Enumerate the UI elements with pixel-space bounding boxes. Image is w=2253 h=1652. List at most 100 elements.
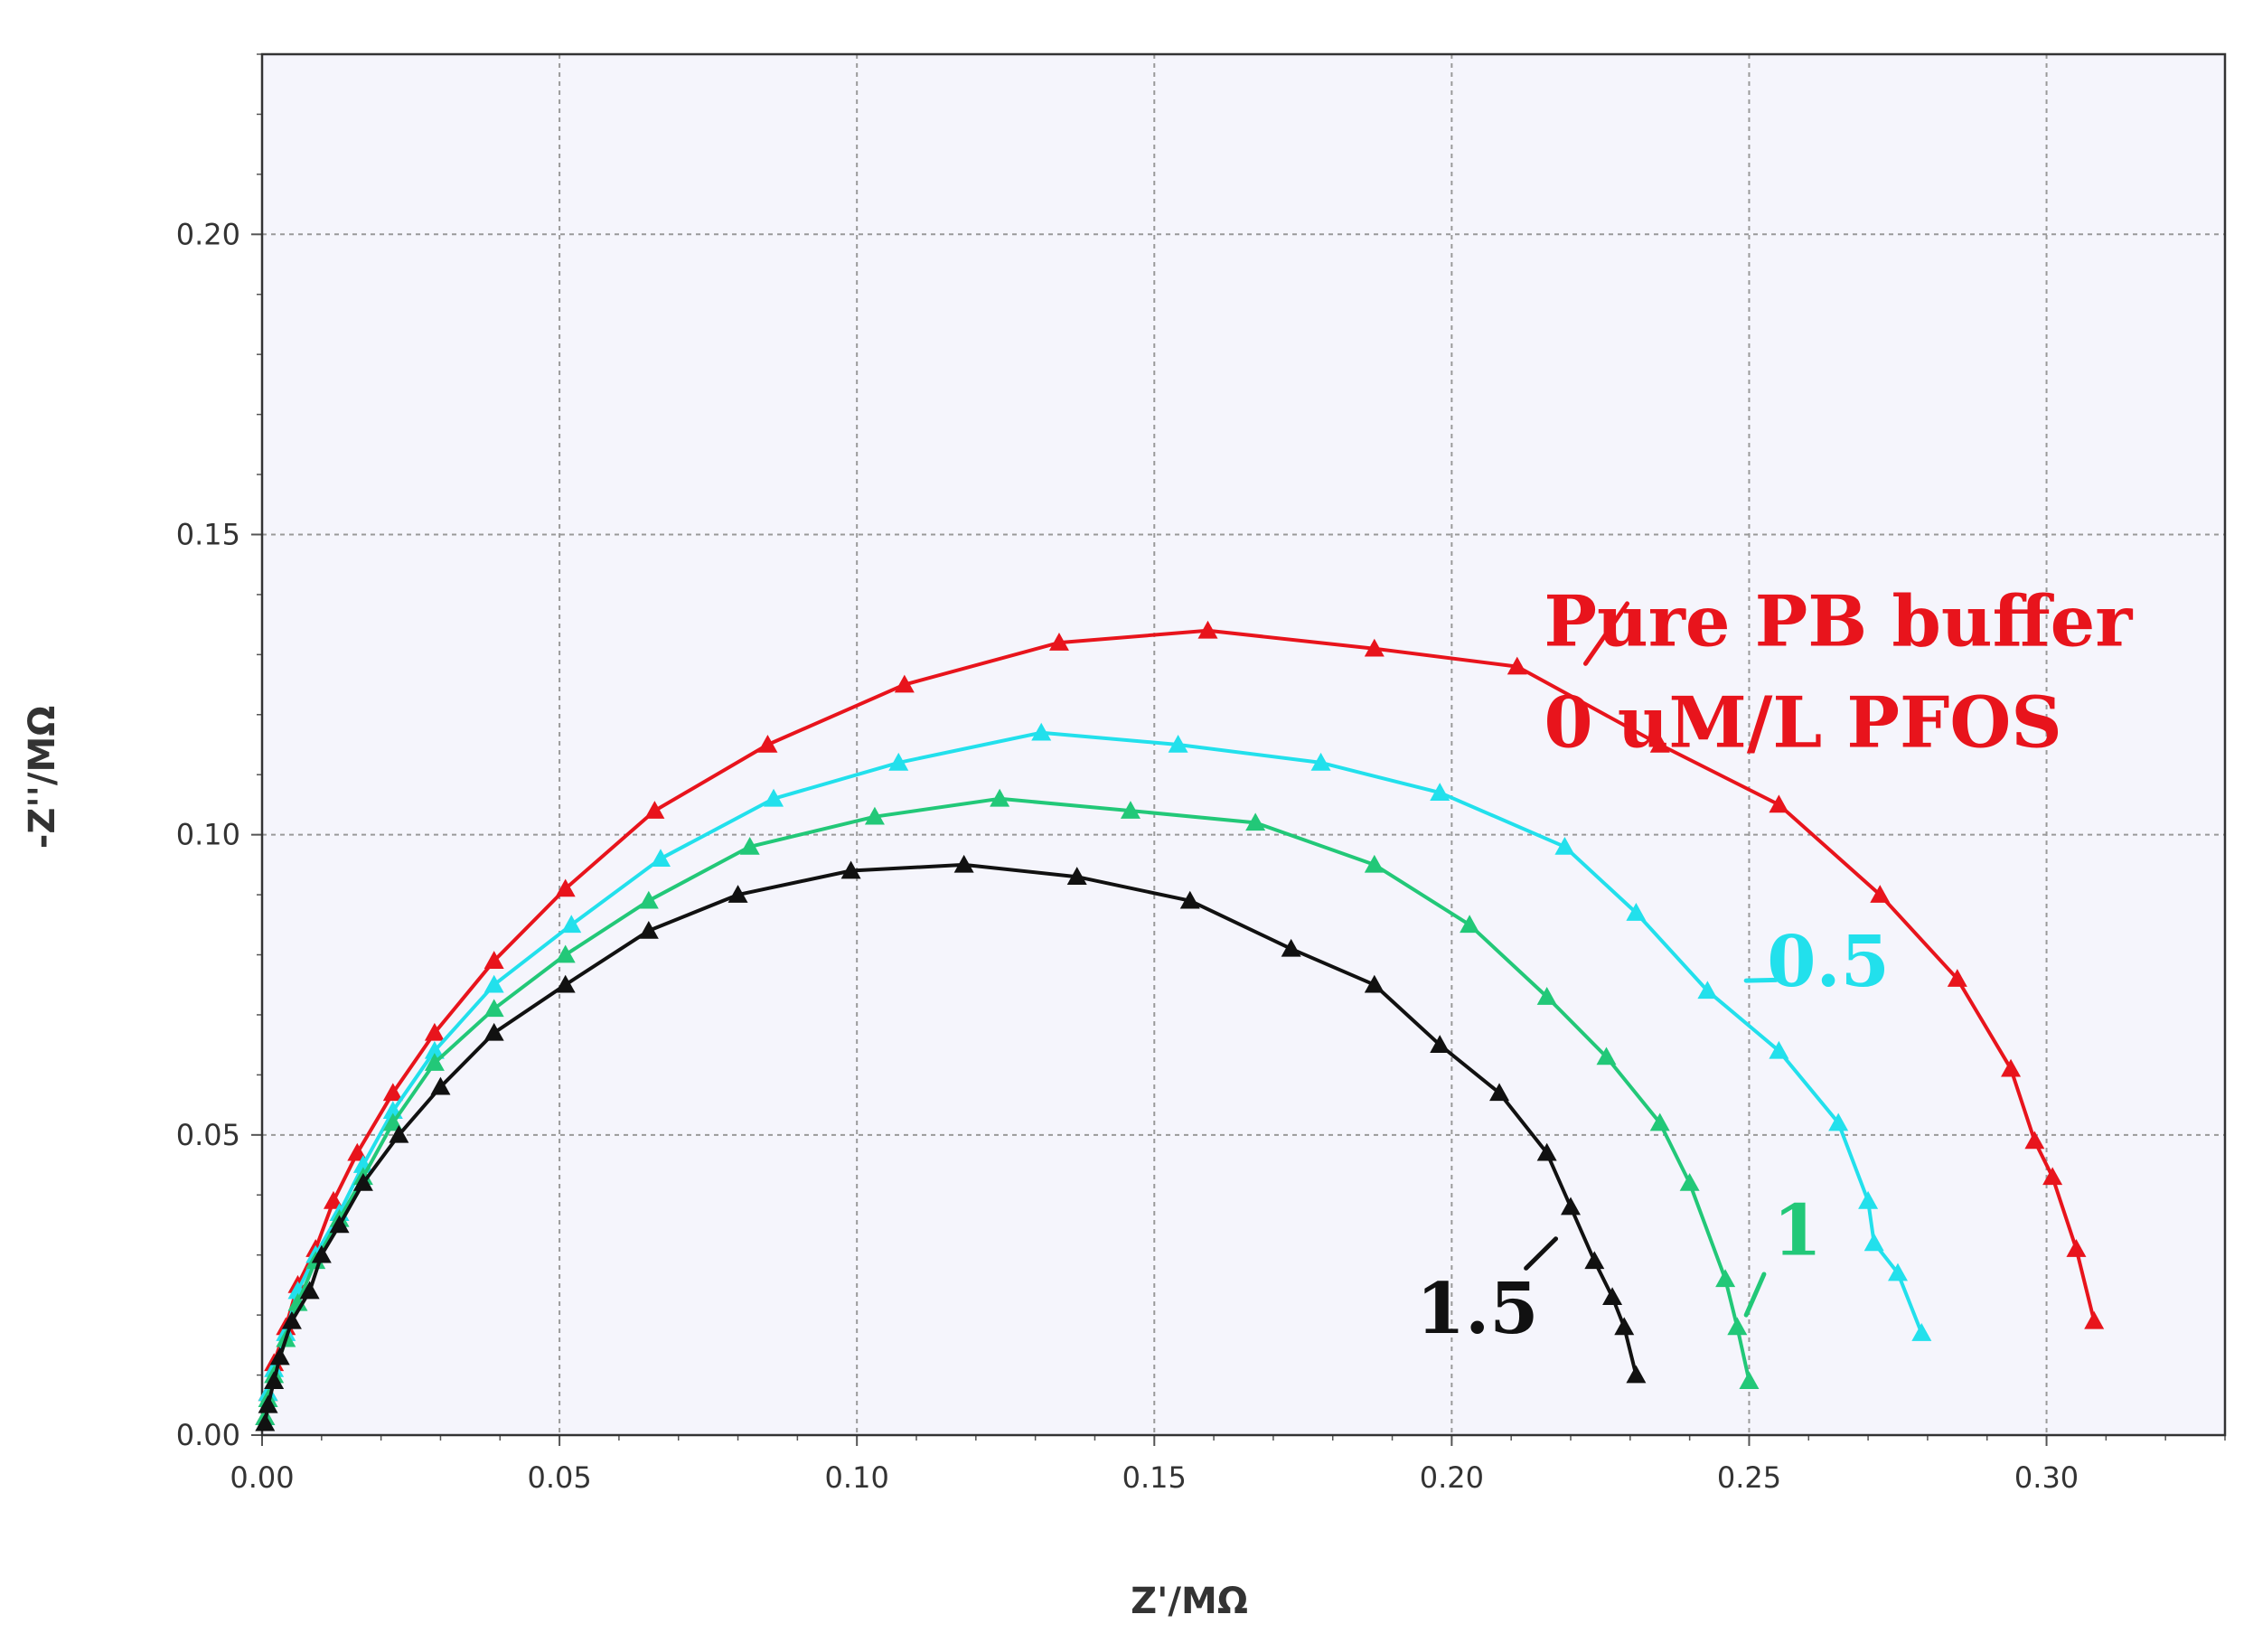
annotation-2: 0.5: [1743, 921, 1890, 1003]
data-point-marker: [1031, 722, 1052, 741]
data-point-marker: [1626, 1365, 1647, 1384]
annotation-label: 1.5: [1416, 1268, 1539, 1350]
annotation-label: 0.5: [1767, 921, 1890, 1003]
data-point-marker: [430, 1076, 451, 1095]
data-point-marker: [644, 801, 665, 819]
data-point-marker: [1626, 903, 1647, 921]
data-point-marker: [638, 920, 659, 939]
data-point-marker: [2001, 1058, 2022, 1077]
data-point-marker: [264, 1371, 285, 1390]
data-point-marker: [424, 1022, 445, 1041]
x-tick-label: 0.00: [230, 1460, 294, 1495]
data-point-marker: [1769, 794, 1789, 813]
data-point-marker: [1602, 1287, 1623, 1305]
data-point-marker: [2042, 1167, 2063, 1186]
data-point-marker: [1197, 620, 1218, 639]
data-point-marker: [555, 974, 576, 993]
data-point-marker: [555, 944, 576, 963]
data-point-marker: [894, 674, 915, 693]
data-point-marker: [990, 788, 1010, 807]
data-point-marker: [2066, 1239, 2087, 1257]
data-point-marker: [864, 806, 885, 825]
series-line: [263, 628, 2097, 1418]
data-point-marker: [1679, 1172, 1700, 1191]
annotation-pointer: [1743, 977, 1779, 983]
data-point-marker: [287, 1292, 308, 1311]
data-point-marker: [1554, 836, 1575, 855]
x-tick-label: 0.05: [527, 1460, 591, 1495]
x-tick-label: 0.20: [1420, 1460, 1484, 1495]
y-tick-label: 0.10: [176, 818, 240, 852]
data-point-marker: [1870, 885, 1891, 903]
data-point-marker: [382, 1083, 403, 1102]
data-point-marker: [1310, 752, 1331, 771]
annotation-label: 1: [1773, 1190, 1822, 1272]
data-point-marker: [1536, 1142, 1557, 1161]
data-point-marker: [840, 860, 861, 879]
data-point-marker: [483, 999, 504, 1018]
data-point-marker: [1649, 735, 1670, 753]
data-point-marker: [1947, 969, 1967, 987]
data-point-marker: [1489, 1083, 1510, 1102]
annotation-label: 0 uM/L PFOS: [1544, 681, 2061, 764]
annotation-pointer: [1524, 1236, 1559, 1271]
data-point-marker: [1828, 1112, 1849, 1131]
data-point-marker: [650, 849, 671, 868]
data-point-marker: [2024, 1131, 2045, 1150]
annotation-label: Pure PB buffer: [1544, 580, 2133, 662]
y-axis-title: -Z''/MΩ: [22, 706, 63, 849]
data-point-marker: [1120, 801, 1141, 819]
data-point-marker: [1364, 854, 1385, 873]
data-point-marker: [1584, 1251, 1605, 1270]
data-point-marker: [953, 854, 974, 873]
annotation-1: Pure PB buffer 0 uM/L PFOS: [1544, 580, 2133, 764]
data-point-marker: [347, 1142, 368, 1161]
data-point-marker: [483, 951, 504, 969]
grid-lines: [262, 54, 2225, 1435]
data-point-marker: [1507, 656, 1527, 675]
data-point-marker: [424, 1040, 445, 1059]
data-point-marker: [1430, 783, 1450, 801]
data-point-marker: [739, 836, 760, 855]
series-line: [263, 730, 1924, 1418]
data-point-marker: [269, 1347, 290, 1366]
data-point-marker: [1066, 867, 1087, 885]
data-point-marker: [1048, 633, 1069, 651]
x-tick-label: 0.10: [825, 1460, 889, 1495]
data-point-marker: [1460, 915, 1480, 934]
x-tick-label: 0.25: [1717, 1460, 1781, 1495]
data-point-marker: [1364, 974, 1385, 993]
data-point-marker: [1769, 1040, 1789, 1059]
data-point-marker: [255, 1413, 276, 1431]
data-point-marker: [1561, 1197, 1581, 1216]
x-axis-title: Z'/MΩ: [1131, 1581, 1248, 1622]
data-point-marker: [1536, 987, 1557, 1005]
data-point-marker: [1888, 1262, 1908, 1281]
data-point-marker: [728, 885, 748, 903]
plot-frame: [260, 52, 2227, 1437]
data-point-marker: [1858, 1190, 1879, 1209]
plot-background: [262, 54, 2225, 1435]
series-3: [255, 788, 1760, 1425]
y-tick-label: 0.15: [176, 517, 240, 551]
data-point-marker: [1649, 1112, 1670, 1131]
x-tick-label: 0.30: [2014, 1460, 2079, 1495]
data-point-marker: [1614, 1317, 1635, 1336]
data-point-marker: [1727, 1317, 1748, 1336]
annotation-4: 1.5: [1416, 1236, 1559, 1350]
data-point-marker: [1281, 938, 1301, 957]
data-point-marker: [389, 1124, 409, 1143]
annotation-pointer: [1582, 601, 1630, 666]
data-point-marker: [888, 752, 909, 771]
data-series: [255, 620, 2105, 1431]
annotation-pointer: [1743, 1272, 1767, 1318]
curve-annotations: Pure PB buffer 0 uM/L PFOS 0.5 1 1.5: [1416, 580, 2133, 1350]
series-4: [255, 854, 1647, 1431]
data-point-marker: [764, 788, 784, 807]
x-tick-label: 0.15: [1122, 1460, 1187, 1495]
data-point-marker: [323, 1190, 343, 1209]
data-point-marker: [1168, 735, 1188, 753]
data-point-marker: [382, 1112, 403, 1131]
